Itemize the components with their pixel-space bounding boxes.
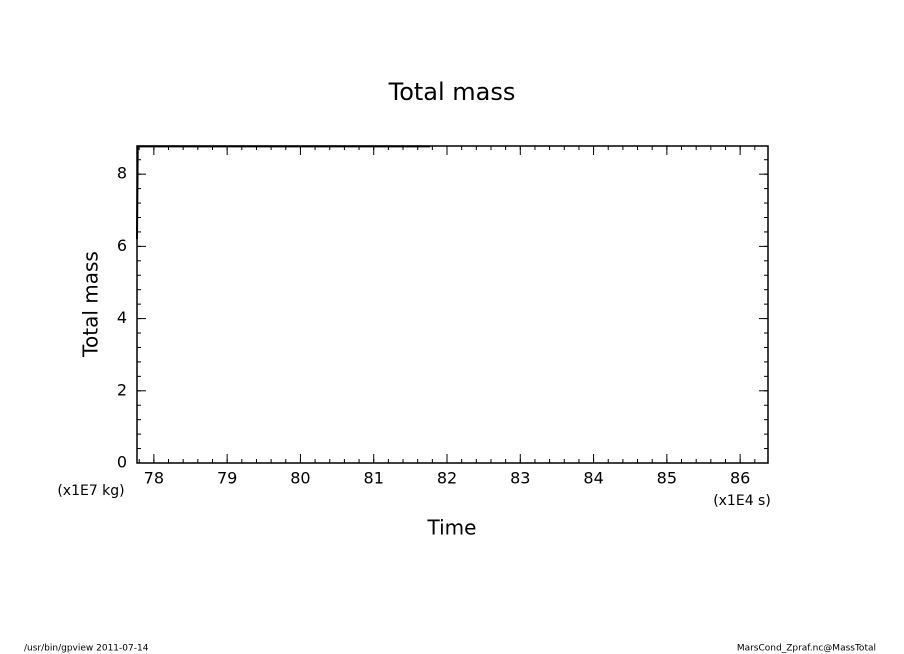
y-tick-label: 8 [117, 164, 127, 183]
y-tick-label: 6 [117, 236, 127, 255]
x-tick-label: 80 [290, 469, 310, 488]
x-axis-label: Time [427, 516, 477, 540]
x-tick-label: 84 [583, 469, 603, 488]
data-line [136, 145, 431, 240]
plot-frame [136, 145, 769, 464]
chart-title: Total mass [388, 78, 516, 106]
y-tick-label: 2 [117, 380, 127, 399]
footer-right: MarsCond_Zpraf.nc@MassTotal [737, 644, 876, 654]
x-tick-label: 85 [657, 469, 677, 488]
x-tick-label: 81 [364, 469, 384, 488]
y-tick-label: 0 [117, 453, 127, 472]
x-tick-label: 86 [730, 469, 750, 488]
y-tick-label: 4 [117, 308, 127, 327]
x-tick-label: 82 [437, 469, 457, 488]
x-tick-label: 79 [217, 469, 237, 488]
y-units: (x1E7 kg) [57, 483, 124, 499]
y-axis-label: Total mass [79, 251, 103, 358]
footer-left: /usr/bin/gpview 2011-07-14 [24, 644, 149, 654]
x-units: (x1E4 s) [713, 493, 771, 509]
x-tick-label: 83 [510, 469, 530, 488]
x-tick-label: 78 [144, 469, 164, 488]
